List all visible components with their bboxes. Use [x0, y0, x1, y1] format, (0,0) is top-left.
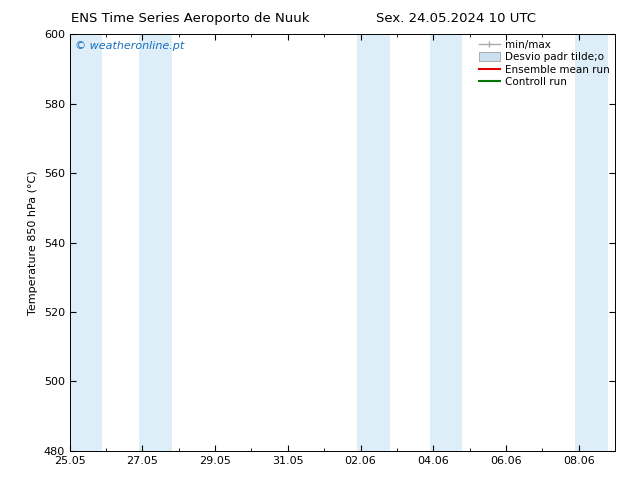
Text: ENS Time Series Aeroporto de Nuuk: ENS Time Series Aeroporto de Nuuk	[71, 12, 309, 25]
Bar	[357, 34, 390, 451]
Bar	[430, 34, 462, 451]
Legend: min/max, Desvio padr tilde;o, Ensemble mean run, Controll run: min/max, Desvio padr tilde;o, Ensemble m…	[476, 36, 613, 91]
Bar	[575, 34, 609, 451]
Text: Sex. 24.05.2024 10 UTC: Sex. 24.05.2024 10 UTC	[377, 12, 536, 25]
Y-axis label: Temperature 850 hPa (°C): Temperature 850 hPa (°C)	[28, 170, 38, 315]
Bar	[70, 34, 103, 451]
Bar	[139, 34, 172, 451]
Text: © weatheronline.pt: © weatheronline.pt	[75, 41, 184, 50]
